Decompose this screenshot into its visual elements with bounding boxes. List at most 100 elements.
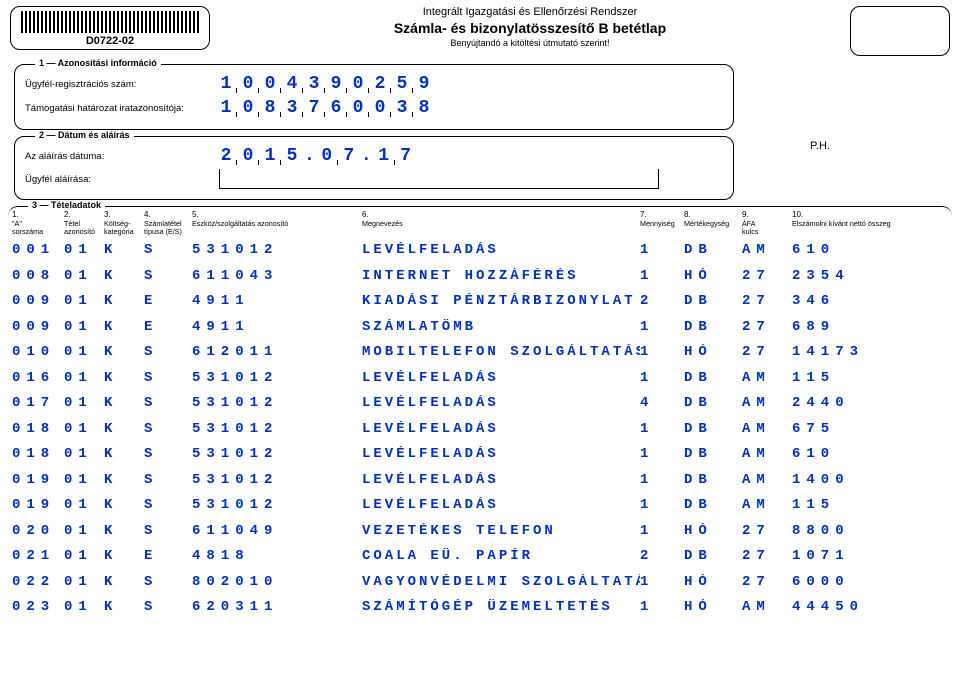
section3-legend: 3 — Tételadatok bbox=[28, 200, 105, 210]
table-header: 1."A"sorszáma2.Tételazonosító3.Költség-k… bbox=[8, 211, 952, 238]
table-cell: K bbox=[104, 268, 144, 284]
table-cell: 01 bbox=[64, 293, 104, 309]
registration-row: Ügyfél-regisztrációs szám: 1004390259 bbox=[25, 73, 723, 95]
section-date-signature: 2 — Dátum és aláírás Az aláírás dátuma: … bbox=[14, 136, 734, 200]
table-cell: 2440 bbox=[792, 395, 948, 411]
digit-cell: 0 bbox=[259, 73, 281, 95]
table-cell: K bbox=[104, 242, 144, 258]
table-cell: 01 bbox=[64, 472, 104, 488]
table-cell: E bbox=[144, 548, 192, 564]
table-cell: 01 bbox=[64, 497, 104, 513]
section1-legend: 1 — Azonosítási információ bbox=[35, 58, 161, 68]
table-cell: 14173 bbox=[792, 344, 948, 360]
table-cell: AM bbox=[742, 497, 792, 513]
table-cell: E bbox=[144, 293, 192, 309]
table-row: 00101KS531012LEVÉLFELADÁS1DBAM610 bbox=[8, 238, 952, 264]
table-cell: AM bbox=[742, 421, 792, 437]
table-cell: S bbox=[144, 574, 192, 590]
table-cell: 4911 bbox=[192, 293, 362, 309]
table-cell: LEVÉLFELADÁS bbox=[362, 421, 640, 437]
table-cell: 1 bbox=[640, 370, 684, 386]
table-cell: LEVÉLFELADÁS bbox=[362, 472, 640, 488]
table-row: 00901KE4911KIADÁSI PÉNZTÁRBIZONYLAT2DB27… bbox=[8, 289, 952, 315]
table-cell: 020 bbox=[12, 523, 64, 539]
table-cell: 6000 bbox=[792, 574, 948, 590]
barcode-bars bbox=[21, 11, 199, 33]
table-cell: 018 bbox=[12, 446, 64, 462]
table-cell: AM bbox=[742, 370, 792, 386]
table-cell: 01 bbox=[64, 599, 104, 615]
title-line3: Benyújtandó a kitöltési útmutató szerint… bbox=[210, 38, 850, 48]
table-cell: 531012 bbox=[192, 242, 362, 258]
table-cell: S bbox=[144, 599, 192, 615]
signature-row: Ügyfél aláírása: bbox=[25, 169, 723, 189]
section-identification: 1 — Azonosítási információ Ügyfél-regisz… bbox=[14, 64, 734, 130]
table-cell: VAGYONVÉDELMI SZOLGÁLTATÁS bbox=[362, 574, 640, 590]
digit-cell: 5 bbox=[391, 73, 413, 95]
table-cell: 531012 bbox=[192, 421, 362, 437]
table-cell: AM bbox=[742, 395, 792, 411]
digit-cell: 1 bbox=[259, 145, 281, 167]
table-cell: 1 bbox=[640, 344, 684, 360]
digit-cell: 0 bbox=[369, 97, 391, 119]
table-cell: K bbox=[104, 472, 144, 488]
table-cell: 2 bbox=[640, 548, 684, 564]
table-cell: AM bbox=[742, 242, 792, 258]
table-cell: HÓ bbox=[684, 599, 742, 615]
table-row: 01001KS612011MOBILTELEFON SZOLGÁLTATÁS1H… bbox=[8, 340, 952, 366]
signature-line bbox=[219, 169, 659, 189]
docid-row: Támogatási határozat iratazonosítója: 10… bbox=[25, 97, 723, 119]
table-cell: 4911 bbox=[192, 319, 362, 335]
table-cell: DB bbox=[684, 293, 742, 309]
table-cell: AM bbox=[742, 446, 792, 462]
table-cell: K bbox=[104, 574, 144, 590]
digit-cell: 0 bbox=[316, 145, 338, 167]
table-cell: 620311 bbox=[192, 599, 362, 615]
table-cell: 610 bbox=[792, 242, 948, 258]
column-header: 8.Mértékegység bbox=[684, 211, 742, 236]
table-row: 01901KS531012LEVÉLFELADÁS1DBAM1400 bbox=[8, 467, 952, 493]
table-cell: 1400 bbox=[792, 472, 948, 488]
table-cell: 019 bbox=[12, 472, 64, 488]
digit-cell: 0 bbox=[237, 145, 259, 167]
table-cell: S bbox=[144, 344, 192, 360]
table-cell: 802010 bbox=[192, 574, 362, 590]
digit-cell: 7 bbox=[338, 145, 360, 167]
table-cell: 531012 bbox=[192, 472, 362, 488]
table-cell: 01 bbox=[64, 446, 104, 462]
table-cell: INTERNET HOZZÁFÉRÉS bbox=[362, 268, 640, 284]
table-cell: K bbox=[104, 293, 144, 309]
table-row: 02101KE4818COALA EÜ. PAPÍR2DB271071 bbox=[8, 544, 952, 570]
column-header: 1."A"sorszáma bbox=[12, 211, 64, 236]
date-label: Az aláírás dátuma: bbox=[25, 151, 215, 162]
table-cell: 1 bbox=[640, 421, 684, 437]
digit-cell: 2 bbox=[369, 73, 391, 95]
table-cell: 009 bbox=[12, 319, 64, 335]
table-cell: DB bbox=[684, 472, 742, 488]
table-cell: 2 bbox=[640, 293, 684, 309]
table-cell: DB bbox=[684, 497, 742, 513]
digit-cell: 3 bbox=[281, 97, 303, 119]
table-cell: 1071 bbox=[792, 548, 948, 564]
table-cell: 01 bbox=[64, 523, 104, 539]
digit-cell: 3 bbox=[303, 73, 325, 95]
date-day: 17 bbox=[373, 145, 417, 167]
table-cell: 001 bbox=[12, 242, 64, 258]
table-cell: 01 bbox=[64, 395, 104, 411]
table-cell: 1 bbox=[640, 446, 684, 462]
table-cell: DB bbox=[684, 370, 742, 386]
table-cell: DB bbox=[684, 446, 742, 462]
table-cell: 8800 bbox=[792, 523, 948, 539]
table-body: 00101KS531012LEVÉLFELADÁS1DBAM61000801KS… bbox=[8, 238, 952, 621]
digit-cell: 9 bbox=[325, 73, 347, 95]
column-header: 9.ÁFAkulcs bbox=[742, 211, 792, 236]
barcode-box: D0722-02 bbox=[10, 6, 210, 50]
table-row: 00801KS611043INTERNET HOZZÁFÉRÉS1HÓ27235… bbox=[8, 263, 952, 289]
date-dot1: . bbox=[303, 146, 316, 166]
table-cell: 1 bbox=[640, 242, 684, 258]
table-cell: 531012 bbox=[192, 446, 362, 462]
table-cell: 675 bbox=[792, 421, 948, 437]
table-cell: 01 bbox=[64, 421, 104, 437]
table-cell: 27 bbox=[742, 293, 792, 309]
column-header: 7.Mennyiség bbox=[640, 211, 684, 236]
